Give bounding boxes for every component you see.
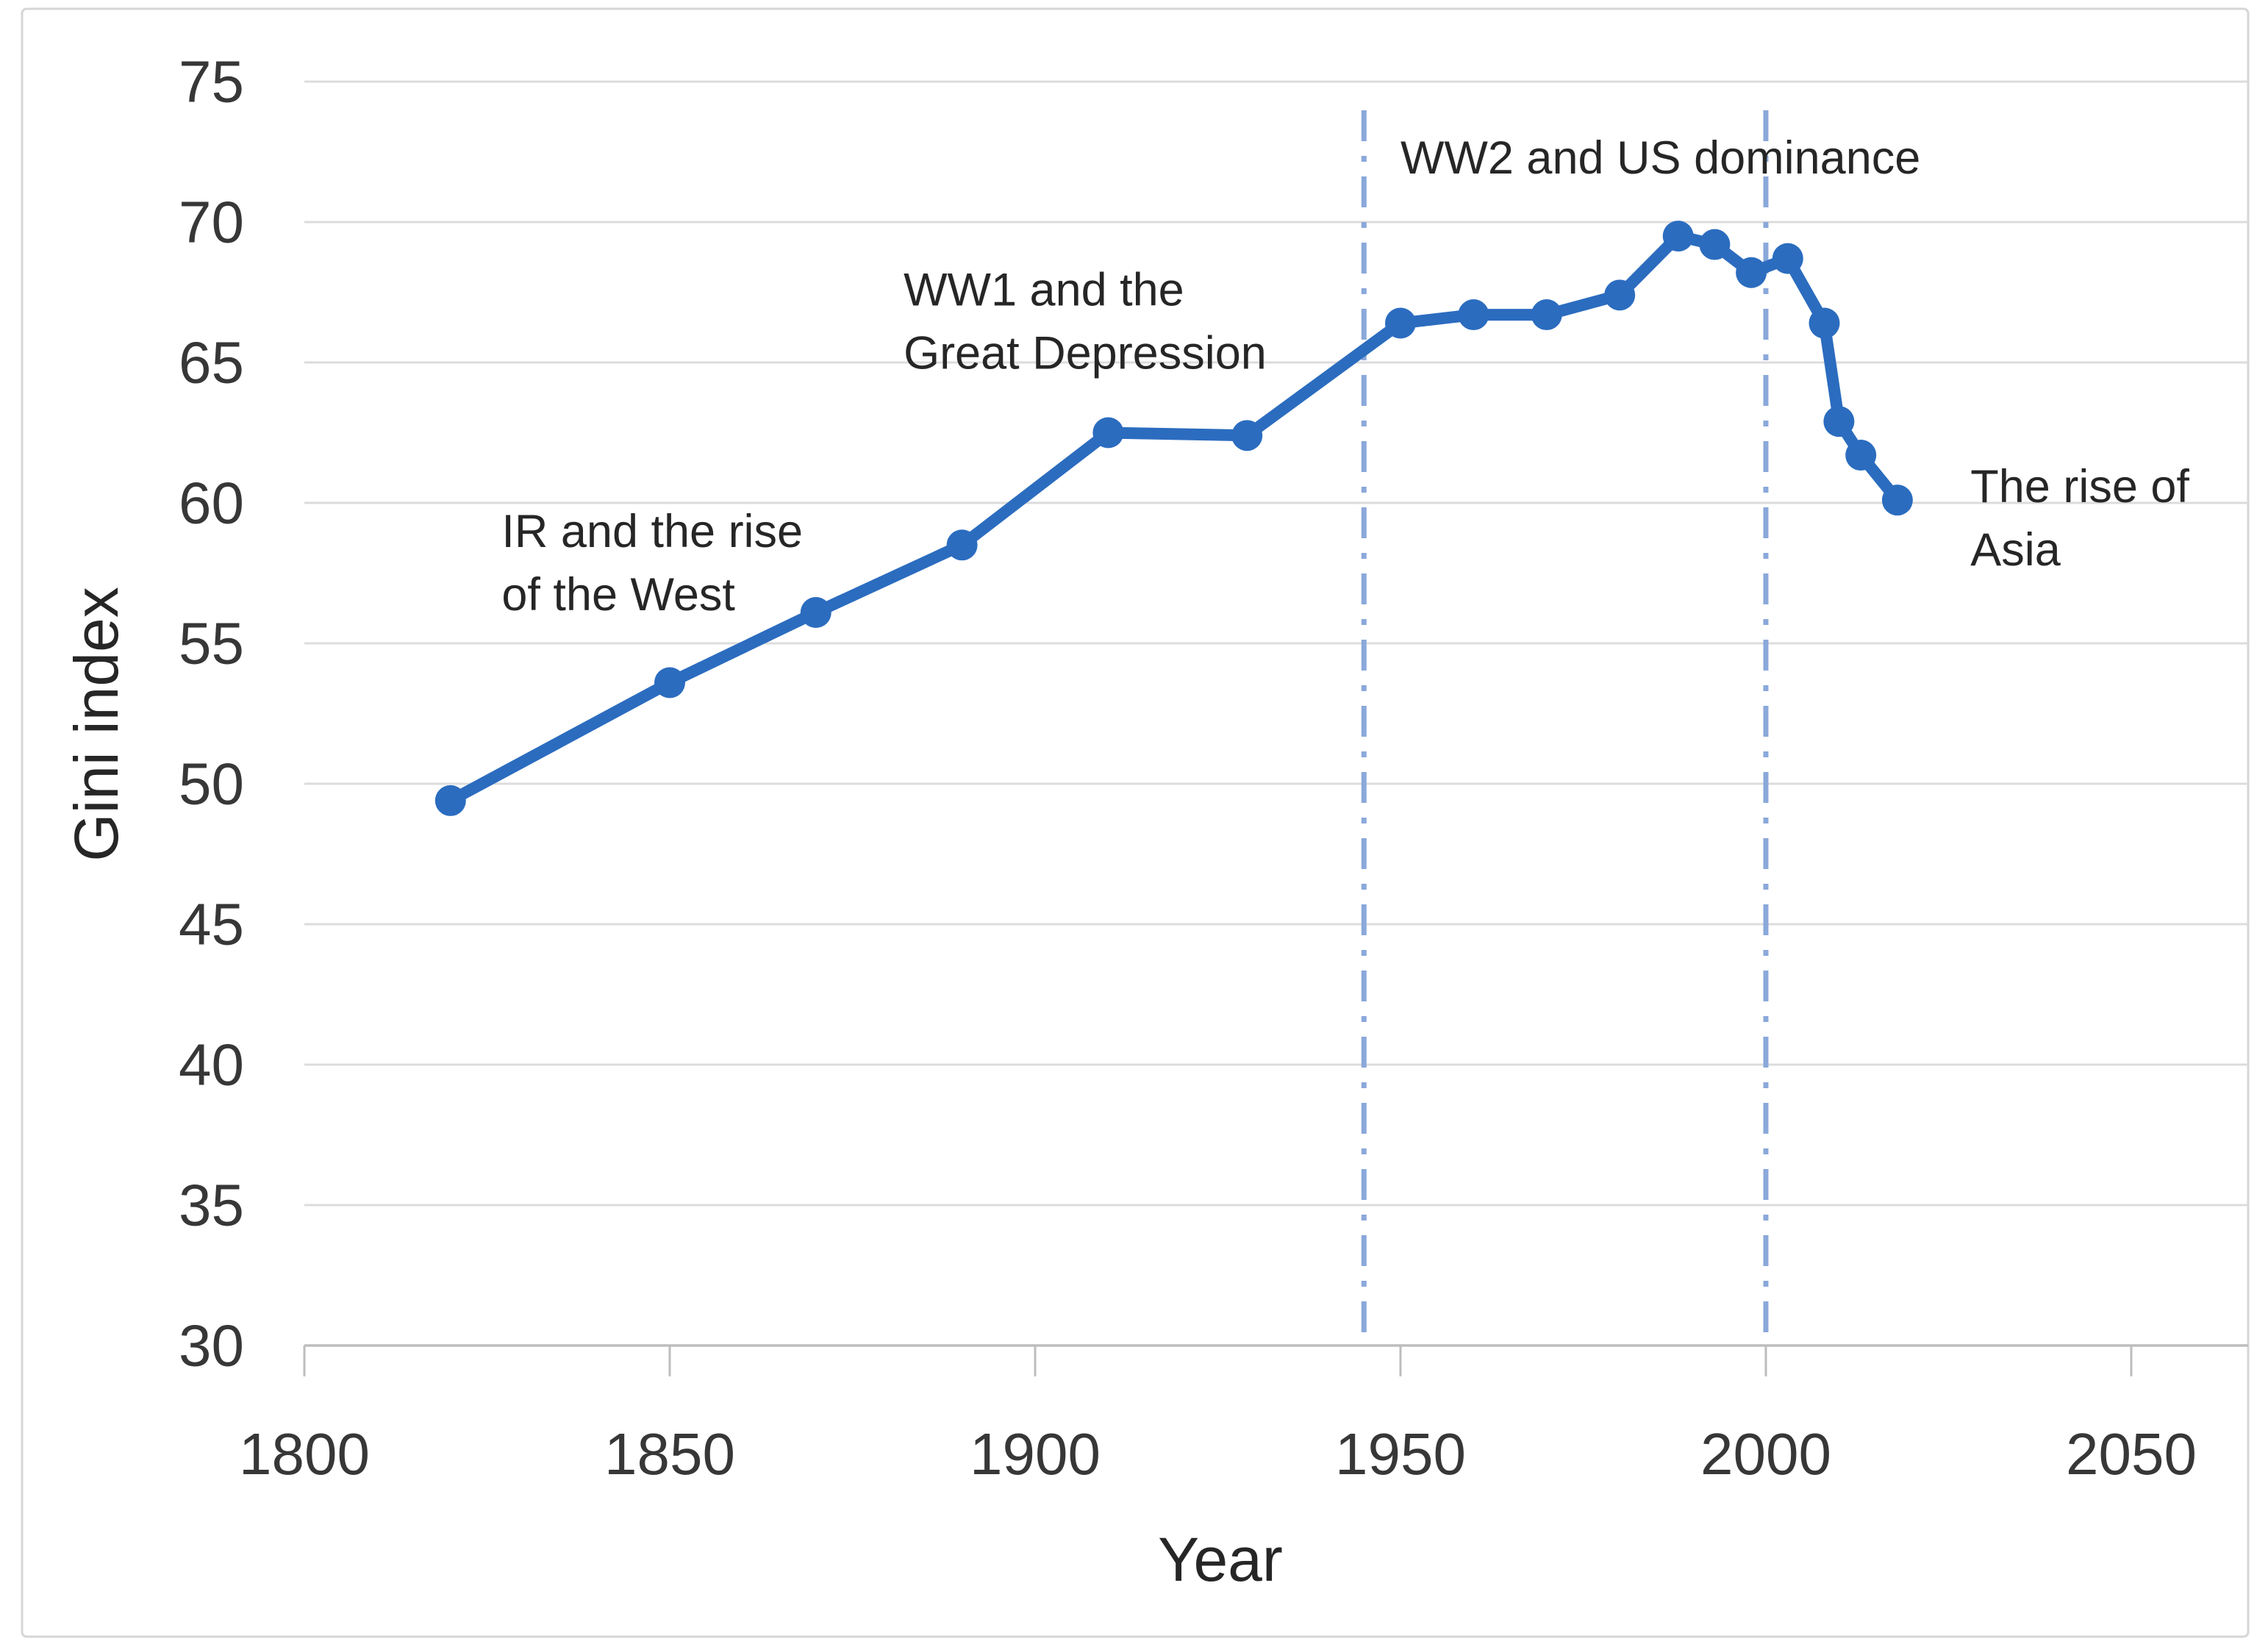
data-point-marker xyxy=(1845,440,1877,471)
annotation-rise-of-asia: The rise of xyxy=(1970,461,2189,512)
x-tick-label: 1950 xyxy=(1335,1421,1466,1487)
y-tick-label: 60 xyxy=(179,471,244,536)
annotation-ir-west: of the West xyxy=(501,569,735,621)
data-point-marker xyxy=(1699,229,1731,260)
x-tick-label: 2000 xyxy=(1700,1421,1831,1487)
y-tick-label: 75 xyxy=(179,49,244,115)
data-point-marker xyxy=(1823,406,1855,437)
y-tick-label: 45 xyxy=(179,892,244,957)
y-tick-label: 30 xyxy=(179,1313,244,1379)
annotation-ir-west: IR and the rise xyxy=(501,506,803,557)
data-point-marker xyxy=(654,667,685,698)
data-point-marker xyxy=(1881,485,1913,516)
data-point-marker xyxy=(800,596,831,628)
x-tick-label: 1850 xyxy=(604,1421,735,1487)
data-point-marker xyxy=(1736,257,1767,288)
data-point-marker xyxy=(1458,299,1489,331)
data-point-marker xyxy=(1092,417,1124,448)
y-tick-label: 65 xyxy=(179,330,244,396)
annotation-ww2-us-dominance: WW2 and US dominance xyxy=(1400,132,1920,184)
y-tick-label: 70 xyxy=(179,190,244,255)
x-tick-label: 1900 xyxy=(970,1421,1101,1487)
data-point-marker xyxy=(1809,307,1840,339)
data-point-marker xyxy=(1531,299,1562,331)
x-tick-label: 2050 xyxy=(2066,1421,2197,1487)
gini-series-line xyxy=(444,230,1903,807)
y-tick-label: 50 xyxy=(179,751,244,817)
figure-border xyxy=(21,7,2250,1638)
data-point-marker xyxy=(946,529,978,561)
data-point-marker xyxy=(1662,221,1694,252)
x-tick-label: 1800 xyxy=(239,1421,370,1487)
y-tick-label: 40 xyxy=(179,1032,244,1098)
y-tick-label: 55 xyxy=(179,611,244,676)
y-axis-title: Gini index xyxy=(62,587,131,862)
data-point-marker xyxy=(1231,420,1263,451)
data-point-marker xyxy=(1604,279,1636,311)
y-tick-label: 35 xyxy=(179,1173,244,1238)
data-point-marker xyxy=(434,785,466,816)
data-point-marker xyxy=(1384,307,1416,339)
annotation-ww1-depression: WW1 and the xyxy=(904,265,1184,316)
x-axis-title: Year xyxy=(1158,1525,1283,1594)
data-point-marker xyxy=(1772,243,1803,274)
annotation-ww1-depression: Great Depression xyxy=(904,328,1267,379)
annotation-rise-of-asia: Asia xyxy=(1970,524,2061,576)
